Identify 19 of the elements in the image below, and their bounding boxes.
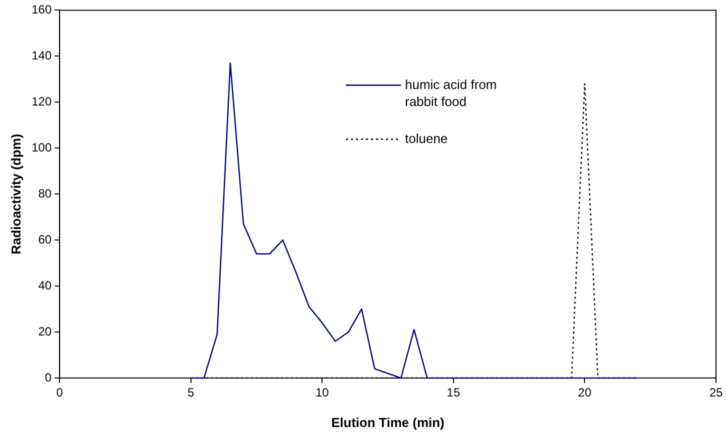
x-axis-title: Elution Time (min) — [331, 414, 444, 430]
y-tick-label: 80 — [38, 186, 52, 200]
y-tick-label: 60 — [38, 232, 52, 246]
x-tick-label: 20 — [578, 386, 592, 400]
x-tick-label: 5 — [188, 386, 195, 400]
y-axis-title: Radioactivity (dpm) — [8, 134, 24, 254]
x-tick-label: 10 — [315, 386, 330, 400]
y-tick-label: 100 — [32, 140, 52, 154]
y-tick-label: 140 — [32, 48, 52, 62]
y-tick-label: 160 — [32, 2, 52, 17]
y-tick-label: 40 — [38, 278, 52, 292]
y-tick-label: 120 — [32, 94, 52, 108]
x-tick-label: 15 — [446, 386, 460, 400]
y-tick-label: 0 — [44, 370, 52, 384]
y-tick-label: 20 — [38, 324, 52, 338]
x-tick-label: 25 — [709, 386, 723, 400]
legend-label: humic acid from rabbit food — [405, 76, 497, 109]
x-tick-label: 0 — [56, 386, 64, 400]
legend-label: toluene — [405, 130, 448, 146]
